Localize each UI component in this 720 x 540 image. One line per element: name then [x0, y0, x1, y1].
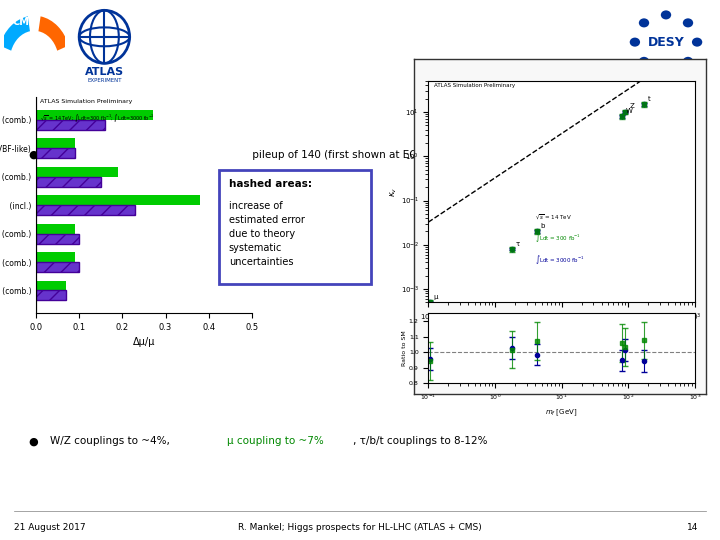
- Text: Higgs couplings: Higgs couplings: [238, 29, 562, 63]
- Text: W/Z couplings to ~4%,: W/Z couplings to ~4%,: [50, 436, 174, 447]
- Wedge shape: [0, 16, 30, 51]
- Text: ●: ●: [29, 436, 39, 447]
- Bar: [36, 177, 101, 187]
- Text: Extrapolations from Run 1 analyses at pileup of 140 (first shown at ECFA 2014): Extrapolations from Run 1 analyses at pi…: [50, 150, 463, 159]
- Text: 14: 14: [687, 523, 698, 531]
- Bar: [36, 234, 79, 244]
- Text: t: t: [648, 96, 651, 102]
- Text: ATLAS Simulation Preliminary: ATLAS Simulation Preliminary: [40, 99, 132, 104]
- X-axis label: Δμ/μ: Δμ/μ: [132, 338, 156, 347]
- Bar: [36, 120, 105, 130]
- Text: ATLAS Simulation Preliminary: ATLAS Simulation Preliminary: [433, 83, 515, 88]
- Bar: [36, 252, 75, 262]
- Text: DESY: DESY: [647, 36, 685, 49]
- Circle shape: [630, 38, 640, 46]
- Bar: [36, 148, 75, 158]
- Text: μ: μ: [434, 294, 438, 300]
- Text: Z: Z: [629, 104, 634, 110]
- Bar: [36, 195, 200, 205]
- Text: $\sqrt{s}$ = 14 TeV; $\int$Ldt=300 fb$^{-1}$; $\int$Ldt=3000 fb$^{-1}$: $\sqrt{s}$ = 14 TeV; $\int$Ldt=300 fb$^{…: [40, 112, 155, 124]
- Bar: [36, 224, 75, 234]
- Bar: [36, 205, 135, 215]
- Text: $\mu = \dfrac{\sigma}{\sigma_{SM}}$: $\mu = \dfrac{\sigma}{\sigma_{SM}}$: [261, 200, 343, 239]
- Text: ●: ●: [29, 150, 39, 159]
- Text: increase of
estimated error
due to theory
systematic
uncertainties: increase of estimated error due to theor…: [229, 201, 305, 267]
- Circle shape: [661, 10, 671, 19]
- Text: $\sqrt{s}$ = 14 TeV: $\sqrt{s}$ = 14 TeV: [535, 212, 572, 220]
- Text: $\int$Ldt = 300 fb$^{-1}$: $\int$Ldt = 300 fb$^{-1}$: [535, 232, 581, 244]
- X-axis label: $m_f$ [GeV]: $m_f$ [GeV]: [546, 408, 577, 418]
- Text: $\int$Ldt = 3000 fb$^{-1}$: $\int$Ldt = 3000 fb$^{-1}$: [535, 254, 585, 266]
- Y-axis label: Ratio to SM: Ratio to SM: [402, 330, 408, 366]
- Circle shape: [639, 57, 649, 66]
- Y-axis label: $\kappa_v$: $\kappa_v$: [389, 186, 400, 197]
- Text: ATL-PHYS-PUB-2014-016: ATL-PHYS-PUB-2014-016: [450, 118, 587, 128]
- Wedge shape: [38, 16, 68, 51]
- Bar: [36, 280, 66, 291]
- Bar: [36, 291, 66, 300]
- Bar: [36, 262, 79, 272]
- Text: R. Mankel; Higgs prospects for HL-LHC (ATLAS + CMS): R. Mankel; Higgs prospects for HL-LHC (A…: [238, 523, 482, 531]
- Circle shape: [630, 10, 702, 74]
- Text: W: W: [626, 108, 633, 114]
- FancyBboxPatch shape: [219, 170, 372, 284]
- Text: EXPERIMENT: EXPERIMENT: [87, 78, 122, 83]
- Bar: [36, 110, 153, 120]
- Circle shape: [79, 10, 130, 63]
- Text: , τ/b/t couplings to 8-12%: , τ/b/t couplings to 8-12%: [353, 436, 487, 447]
- Bar: [36, 138, 75, 149]
- Text: ATLAS: ATLAS: [85, 66, 124, 77]
- Text: μ coupling to ~7%: μ coupling to ~7%: [227, 436, 323, 447]
- Circle shape: [661, 65, 671, 74]
- Text: τ: τ: [516, 241, 520, 247]
- Circle shape: [692, 38, 702, 46]
- Text: 21 August 2017: 21 August 2017: [14, 523, 86, 531]
- Text: b: b: [541, 223, 545, 229]
- Bar: [36, 167, 118, 177]
- Text: hashed areas:: hashed areas:: [229, 179, 312, 190]
- Circle shape: [683, 18, 693, 28]
- Circle shape: [683, 57, 693, 66]
- Text: CMS: CMS: [13, 17, 37, 27]
- Circle shape: [639, 18, 649, 28]
- Text: Reduced couplings: Reduced couplings: [531, 117, 649, 130]
